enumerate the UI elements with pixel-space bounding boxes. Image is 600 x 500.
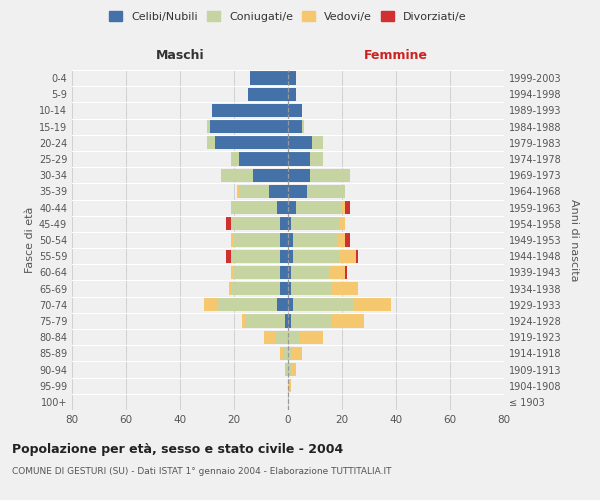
Bar bbox=[288, 266, 290, 279]
Bar bbox=[288, 136, 313, 149]
Bar bbox=[344, 201, 350, 214]
Bar bbox=[310, 168, 350, 182]
Bar bbox=[288, 104, 302, 117]
Y-axis label: Anni di nascita: Anni di nascita bbox=[569, 198, 578, 281]
Bar bbox=[229, 282, 232, 295]
Bar bbox=[232, 201, 277, 214]
Bar bbox=[353, 298, 391, 312]
Bar bbox=[296, 201, 342, 214]
Bar bbox=[239, 152, 288, 166]
Bar bbox=[283, 346, 288, 360]
Bar bbox=[331, 282, 358, 295]
Bar bbox=[288, 152, 310, 166]
Bar bbox=[337, 234, 345, 246]
Bar bbox=[221, 168, 253, 182]
Bar bbox=[231, 250, 280, 263]
Bar bbox=[218, 298, 277, 312]
Bar bbox=[310, 152, 323, 166]
Bar bbox=[280, 346, 283, 360]
Bar bbox=[302, 120, 304, 134]
Bar bbox=[313, 136, 323, 149]
Bar bbox=[307, 185, 344, 198]
Bar bbox=[344, 266, 347, 279]
Bar bbox=[253, 168, 288, 182]
Bar bbox=[234, 234, 280, 246]
Bar bbox=[288, 298, 293, 312]
Bar bbox=[293, 250, 340, 263]
Text: COMUNE DI GESTURI (SU) - Dati ISTAT 1° gennaio 2004 - Elaborazione TUTTITALIA.IT: COMUNE DI GESTURI (SU) - Dati ISTAT 1° g… bbox=[12, 468, 392, 476]
Bar bbox=[215, 136, 288, 149]
Bar bbox=[226, 250, 232, 263]
Bar bbox=[234, 266, 280, 279]
Bar bbox=[242, 314, 245, 328]
Bar bbox=[288, 346, 290, 360]
Bar bbox=[236, 185, 239, 198]
Bar bbox=[329, 266, 344, 279]
Bar bbox=[239, 185, 269, 198]
Bar bbox=[288, 217, 290, 230]
Bar bbox=[280, 217, 288, 230]
Bar bbox=[288, 363, 290, 376]
Bar bbox=[290, 282, 331, 295]
Bar bbox=[288, 185, 307, 198]
Bar bbox=[355, 250, 358, 263]
Bar bbox=[280, 266, 288, 279]
Bar bbox=[207, 120, 210, 134]
Bar bbox=[264, 330, 275, 344]
Bar bbox=[340, 217, 344, 230]
Bar bbox=[290, 217, 340, 230]
Bar bbox=[232, 234, 234, 246]
Bar bbox=[288, 330, 299, 344]
Bar bbox=[269, 185, 288, 198]
Bar bbox=[288, 250, 293, 263]
Bar bbox=[288, 168, 310, 182]
Bar bbox=[293, 234, 337, 246]
Bar bbox=[248, 88, 288, 101]
Bar bbox=[280, 234, 288, 246]
Bar bbox=[331, 314, 364, 328]
Bar bbox=[280, 250, 288, 263]
Bar bbox=[288, 72, 296, 85]
Bar bbox=[290, 346, 302, 360]
Bar bbox=[293, 298, 353, 312]
Bar bbox=[231, 217, 280, 230]
Bar bbox=[286, 314, 288, 328]
Bar bbox=[232, 266, 234, 279]
Bar bbox=[275, 330, 288, 344]
Bar bbox=[250, 72, 288, 85]
Text: Femmine: Femmine bbox=[364, 50, 428, 62]
Bar bbox=[210, 120, 288, 134]
Bar bbox=[212, 104, 288, 117]
Bar bbox=[288, 282, 290, 295]
Bar bbox=[207, 136, 215, 149]
Bar bbox=[231, 282, 280, 295]
Bar bbox=[288, 201, 296, 214]
Bar bbox=[277, 201, 288, 214]
Bar bbox=[204, 298, 218, 312]
Bar bbox=[342, 201, 344, 214]
Bar bbox=[290, 363, 296, 376]
Bar bbox=[226, 217, 232, 230]
Bar bbox=[299, 330, 323, 344]
Bar bbox=[340, 250, 355, 263]
Bar bbox=[288, 314, 290, 328]
Bar bbox=[280, 282, 288, 295]
Text: Popolazione per età, sesso e stato civile - 2004: Popolazione per età, sesso e stato civil… bbox=[12, 442, 343, 456]
Bar bbox=[286, 363, 288, 376]
Y-axis label: Fasce di età: Fasce di età bbox=[25, 207, 35, 273]
Text: Maschi: Maschi bbox=[155, 50, 205, 62]
Bar bbox=[344, 234, 350, 246]
Bar bbox=[288, 234, 293, 246]
Bar bbox=[245, 314, 286, 328]
Bar bbox=[290, 314, 331, 328]
Legend: Celibi/Nubili, Coniugati/e, Vedovi/e, Divorziati/e: Celibi/Nubili, Coniugati/e, Vedovi/e, Di… bbox=[106, 8, 470, 25]
Bar bbox=[288, 88, 296, 101]
Bar bbox=[290, 266, 329, 279]
Bar bbox=[277, 298, 288, 312]
Bar bbox=[288, 120, 302, 134]
Bar bbox=[288, 379, 290, 392]
Bar bbox=[232, 152, 239, 166]
